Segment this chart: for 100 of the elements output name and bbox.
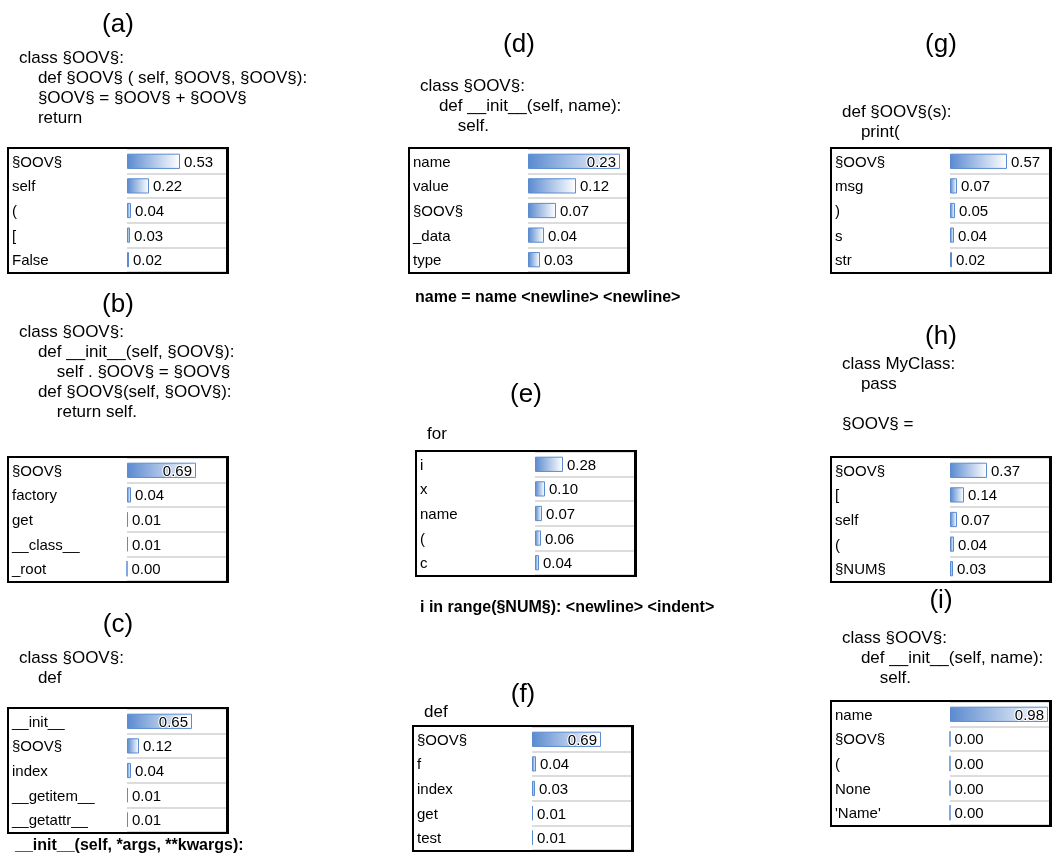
bar [535,530,541,546]
bar [950,153,1007,169]
data-label: 0.12 [143,737,173,755]
data-label: 0.03 [539,780,569,797]
data-label: 0.00 [954,779,984,797]
y-tick-label: i [420,455,424,473]
chart-subtitle: def [424,702,448,722]
y-tick-label: __getattr__ [11,811,89,829]
y-tick-label: §OOV§ [12,152,63,170]
data-label: 0.05 [959,202,989,219]
data-label: 0.01 [132,511,162,528]
bar [528,252,540,268]
data-label: 0.04 [958,535,988,553]
y-tick-label: §OOV§ [835,152,886,170]
y-tick-label: __class__ [11,535,81,553]
chart-title: (b) [101,288,135,319]
bar [950,462,987,478]
chart-title: (d) [502,28,536,59]
data-label: 0.04 [540,755,570,773]
bar [950,487,964,503]
y-tick-label: name [413,152,451,170]
data-label: 0.00 [954,730,984,748]
data-label: 0.02 [133,251,163,269]
bar [950,227,954,243]
data-label: 0.03 [957,560,987,578]
y-tick-label: msg [835,177,864,195]
data-label: 0.28 [567,455,597,473]
data-label: 0.04 [543,554,573,572]
bar [950,536,954,552]
y-tick-label: __init__ [11,712,66,730]
bar [950,511,957,528]
y-tick-label: name [835,705,873,723]
bar [127,487,131,503]
y-tick-label: §OOV§ [835,461,886,479]
y-tick-label: self [835,511,860,528]
bar [127,153,180,169]
data-label: 0.04 [958,226,988,244]
data-label: 0.57 [1011,152,1041,170]
y-tick-label: §OOV§ [413,202,464,219]
data-label: 0.00 [131,560,161,578]
y-tick-label: type [413,251,442,269]
y-tick-label: f [417,755,422,773]
y-tick-label: False [12,251,49,269]
y-tick-label: §OOV§ [417,730,468,748]
bar [950,178,957,194]
bar [127,178,149,194]
data-label: 0.01 [132,786,162,804]
data-label: 0.04 [135,762,165,779]
data-label: 0.02 [956,251,986,269]
bar [528,202,556,219]
y-tick-label: §OOV§ [12,737,63,755]
y-tick-label: c [420,554,428,572]
y-tick-label: [ [835,486,840,504]
text: __init__(self, *args, **kwargs): [15,836,244,854]
data-label: 0.01 [132,811,162,829]
chart-subtitle: class §OOV§: def __init__(self, name): self. [842,628,1044,688]
data-label: 0.04 [135,486,165,504]
y-tick-label: factory [12,486,58,504]
y-tick-label: §OOV§ [12,461,63,479]
data-label: 0.03 [134,226,164,244]
y-tick-label: s [835,226,843,244]
y-tick-label: index [417,780,454,797]
y-tick-label: str [835,251,852,269]
y-tick-label: test [417,829,443,847]
bar [535,555,539,571]
chart-title: (f) [510,678,536,708]
y-tick-label: ( [12,202,17,219]
y-tick-label: None [835,779,871,797]
data-label: 0.65 [158,712,188,730]
y-tick-label: x [420,480,428,498]
data-label: 0.07 [560,202,590,219]
data-label: 0.07 [546,505,576,522]
data-label: 0.04 [548,226,578,244]
data-label: 0.01 [132,535,162,553]
y-tick-label: 'Name' [835,804,881,822]
text: class MyClass: pass §OOV§ = [842,354,956,433]
chart-subtitle: class §OOV§: def [19,648,124,688]
chart-subtitle: class §OOV§: def §OOV§ ( self, §OOV§, §OOV§): §OOV§ = §OOV§ + §OOV§ return [19,48,308,128]
bar [535,505,542,522]
data-label: 0.03 [544,251,574,269]
data-label: 0.22 [153,177,183,195]
bar [950,202,955,219]
data-label: 0.07 [961,177,991,195]
chart-title: (c) [101,608,135,639]
chart-subtitle: for [427,424,447,444]
y-tick-label: name [420,505,458,522]
chart-title: (a) [101,8,135,39]
bar [127,227,130,243]
bar [127,762,131,779]
chart-title: (h) [924,320,958,351]
data-label: 0.53 [184,152,214,170]
data-label: 0.01 [537,804,567,822]
data-label: 0.07 [961,511,991,528]
chart-title: (g) [924,28,958,59]
chart-title: (i) [928,584,954,615]
data-label: 0.00 [954,755,984,772]
y-tick-label: index [12,762,49,779]
data-label: 0.04 [135,202,165,219]
y-tick-label: ( [420,529,425,547]
y-tick-label: ( [835,755,840,772]
